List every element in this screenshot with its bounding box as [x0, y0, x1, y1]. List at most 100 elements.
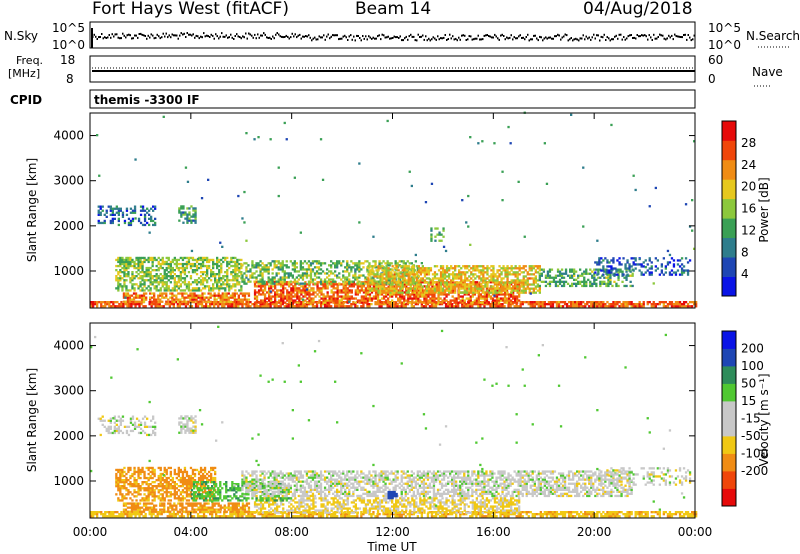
- range-gate-cell: [318, 301, 321, 304]
- range-gate-cell: [183, 281, 187, 284]
- range-gate-cell: [209, 300, 212, 303]
- range-gate-cell: [595, 284, 598, 288]
- range-gate-cell: [598, 301, 601, 304]
- range-gate-cell: [136, 296, 140, 299]
- range-gate-cell: [445, 279, 449, 282]
- range-gate-cell: [407, 297, 410, 300]
- range-gate-cell: [632, 261, 635, 264]
- range-gate-cell: [145, 292, 148, 295]
- range-gate-cell: [332, 297, 335, 300]
- range-gate-cell: [532, 273, 535, 276]
- range-gate-cell: [279, 278, 282, 281]
- range-gate-cell: [288, 301, 291, 304]
- range-gate-cell: [205, 303, 208, 306]
- range-gate-cell: [130, 300, 134, 303]
- range-gate-cell: [193, 279, 197, 282]
- nsky-sample: [443, 36, 445, 39]
- range-gate-cell: [159, 279, 162, 282]
- nsky-sample: [414, 39, 416, 42]
- range-gate-cell: [552, 280, 556, 283]
- range-gate-cell: [131, 258, 134, 262]
- range-gate-cell: [149, 266, 152, 270]
- range-gate-cell: [385, 271, 388, 274]
- range-gate-cell: [350, 270, 353, 273]
- range-gate-cell: [469, 295, 472, 298]
- range-gate-cell: [195, 300, 198, 303]
- nsky-sample: [507, 37, 509, 40]
- range-gate-cell: [292, 289, 295, 292]
- range-gate-cell: [691, 305, 694, 308]
- range-gate-cell: [364, 295, 368, 298]
- range-gate-cell: [377, 267, 380, 270]
- range-gate-cell: [141, 287, 144, 290]
- range-gate-cell: [356, 289, 359, 292]
- range-gate-cell: [591, 276, 594, 279]
- range-gate-cell: [680, 267, 684, 270]
- range-gate-cell: [165, 285, 168, 288]
- range-gate-cell: [617, 276, 620, 279]
- range-gate-cell: [265, 268, 268, 271]
- range-gate-cell: [583, 280, 586, 283]
- range-gate-cell: [220, 277, 223, 280]
- range-gate-cell: [443, 285, 447, 288]
- range-gate-cell: [385, 279, 388, 282]
- range-gate-cell: [158, 303, 161, 306]
- range-gate-cell: [280, 301, 283, 304]
- nsky-sample: [660, 34, 662, 37]
- range-gate-cell: [316, 285, 319, 288]
- range-gate-cell: [427, 281, 431, 284]
- range-gate-cell: [401, 289, 404, 292]
- range-gate-cell: [600, 301, 603, 304]
- range-gate-cell: [291, 268, 294, 271]
- range-gate-cell: [232, 264, 235, 268]
- range-gate-cell: [161, 258, 164, 262]
- range-gate-cell: [149, 298, 152, 301]
- range-gate-cell: [471, 295, 474, 298]
- range-gate-cell: [346, 268, 349, 271]
- range-gate-cell: [439, 265, 443, 268]
- range-gate-cell: [179, 266, 182, 270]
- range-gate-cell: [387, 297, 390, 300]
- range-gate-cell: [224, 289, 227, 292]
- range-gate-cell: [154, 303, 157, 306]
- range-gate-cell: [581, 272, 584, 275]
- range-gate-cell: [356, 278, 359, 281]
- range-gate-cell: [618, 301, 621, 304]
- range-gate-cell: [301, 268, 305, 271]
- range-gate-cell: [421, 267, 424, 270]
- range-gate-cell: [178, 207, 181, 210]
- range-gate-cell: [644, 259, 647, 262]
- range-gate-cell: [334, 299, 337, 302]
- range-gate-cell: [634, 188, 637, 192]
- range-gate-cell: [461, 295, 464, 298]
- range-gate-cell: [177, 262, 180, 266]
- range-gate-cell: [128, 303, 131, 306]
- range-gate-cell: [192, 209, 195, 212]
- range-gate-cell: [686, 261, 690, 264]
- range-gate-cell: [495, 303, 498, 306]
- range-gate-cell: [294, 293, 297, 296]
- range-gate-cell: [143, 289, 146, 292]
- range-gate-cell: [193, 287, 197, 290]
- range-gate-cell: [431, 287, 435, 290]
- range-gate-cell: [265, 264, 268, 267]
- range-gate-cell: [530, 269, 533, 272]
- range-gate-cell: [167, 266, 170, 270]
- range-gate-cell: [609, 274, 612, 277]
- nsky-sample: [99, 36, 101, 38]
- range-gate-cell: [590, 301, 593, 304]
- range-gate-cell: [167, 262, 170, 266]
- range-gate-cell: [313, 282, 317, 285]
- range-gate-cell: [492, 289, 495, 292]
- range-gate-cell: [435, 281, 438, 284]
- range-gate-cell: [141, 207, 145, 210]
- range-gate-cell: [548, 282, 552, 285]
- range-gate-cell: [238, 269, 241, 272]
- range-gate-cell: [145, 298, 148, 301]
- range-gate-cell: [127, 221, 131, 225]
- range-gate-cell: [498, 273, 501, 276]
- nsky-sample: [621, 38, 623, 41]
- range-gate-cell: [492, 277, 495, 280]
- nsky-sample: [357, 35, 359, 37]
- range-gate-cell: [146, 221, 149, 225]
